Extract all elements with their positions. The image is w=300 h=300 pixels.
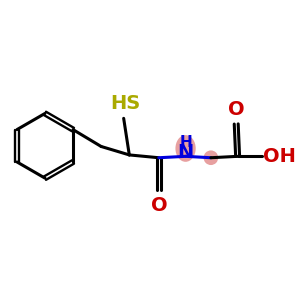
Text: N: N — [177, 142, 194, 162]
Ellipse shape — [176, 135, 196, 162]
Text: HS: HS — [110, 94, 140, 113]
Ellipse shape — [204, 150, 218, 165]
Text: OH: OH — [263, 147, 296, 166]
Text: O: O — [228, 100, 244, 119]
Text: H: H — [179, 135, 192, 150]
Text: O: O — [151, 196, 167, 215]
